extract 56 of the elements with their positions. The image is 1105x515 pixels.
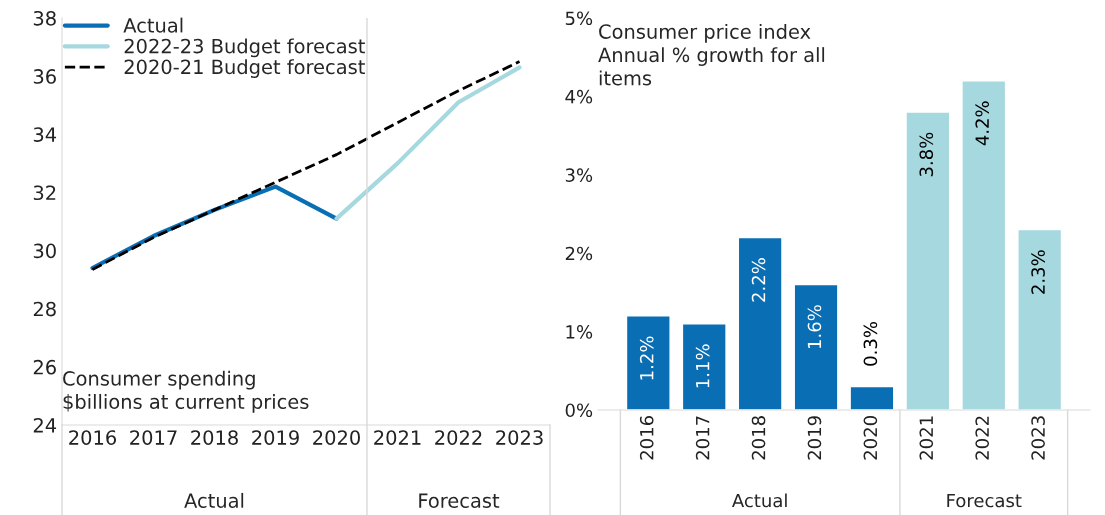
x-tick-label: 2020 <box>863 416 878 460</box>
y-tick-label: 5% <box>565 11 593 26</box>
bar <box>625 315 671 410</box>
y-tick-label: 24 <box>33 417 57 433</box>
y-tick-label: 38 <box>33 10 56 26</box>
y-tick-label: 34 <box>33 127 57 142</box>
y-tick-label: 1% <box>566 325 593 339</box>
annotation: Consumer price index Annual % growth for all items <box>598 23 825 86</box>
legend-label: Actual <box>123 17 183 33</box>
x-tick-label: 2017 <box>695 416 710 460</box>
y-tick-label: 30 <box>33 243 56 259</box>
data-label: 1.6% <box>807 305 822 349</box>
y-tick-label: 2% <box>565 246 593 261</box>
bar <box>849 385 895 410</box>
x-tick-label: 2019 <box>807 416 822 460</box>
bar <box>1017 228 1063 410</box>
x-tick-label: 2022 <box>975 416 990 460</box>
data-label: 3.8% <box>919 132 934 177</box>
bar <box>905 111 951 410</box>
x-tick-label: 2022 <box>435 430 482 445</box>
x-tick-label: 2018 <box>751 416 766 460</box>
line-series <box>91 60 521 271</box>
x-tick-label: 2019 <box>252 430 299 445</box>
x-tick-label: 2021 <box>374 430 421 445</box>
legend-label: 2020-21 Budget forecast <box>124 59 365 78</box>
y-tick-label: 28 <box>33 301 56 317</box>
y-tick-label: 4% <box>565 89 593 104</box>
y-tick-label: 26 <box>33 359 56 375</box>
y-tick-label: 3% <box>565 168 593 182</box>
text: Actual <box>184 492 244 508</box>
x-tick-label: 2021 <box>919 416 934 460</box>
annotation: Consumer spending $billions at current prices <box>63 370 309 413</box>
data-label: 2.2% <box>751 258 766 302</box>
x-tick-label: 2016 <box>69 430 117 445</box>
x-tick-label: 2017 <box>130 430 177 445</box>
x-tick-label: 2023 <box>496 430 543 445</box>
x-tick-label: 2020 <box>313 430 360 445</box>
text: Forecast <box>419 493 500 508</box>
data-label: 2.3% <box>1031 250 1045 294</box>
bar <box>737 236 783 410</box>
bar <box>793 283 839 410</box>
data-label: 4.2% <box>975 101 990 146</box>
bar <box>681 323 727 410</box>
x-tick-label: 2016 <box>639 416 654 460</box>
bar <box>961 80 1007 410</box>
data-label: 1.1% <box>695 344 710 388</box>
x-tick-label: 2023 <box>1031 416 1045 460</box>
y-tick-label: 32 <box>33 185 56 201</box>
y-tick-label: 36 <box>33 69 56 84</box>
data-label: 0.3% <box>863 322 878 366</box>
x-tick-label: 2018 <box>191 430 238 445</box>
text: Actual <box>732 493 787 508</box>
legend-label: 2022-23 Budget forecast <box>124 38 365 58</box>
y-tick-label: 0% <box>565 403 593 418</box>
text: Forecast <box>947 493 1022 508</box>
data-label: 1.2% <box>639 336 654 380</box>
